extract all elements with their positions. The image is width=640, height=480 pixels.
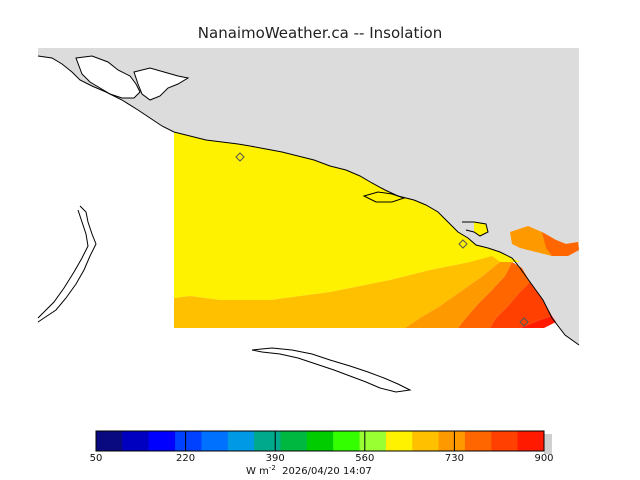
colorbar-bin-150-200 (148, 431, 176, 451)
band-650-700 (174, 256, 500, 328)
station-marker-3 (519, 317, 529, 327)
field-bands (174, 132, 579, 328)
colorbar-bin-700-750 (438, 431, 466, 451)
colorbar-bins (96, 431, 552, 454)
colorbar-tick-label: 730 (444, 453, 464, 464)
colorbar-bin-200-250 (175, 431, 202, 451)
colorbar-bin-500-550 (333, 431, 361, 451)
colorbar-tick-label: 900 (534, 453, 554, 464)
colorbar-tick-label: 560 (355, 453, 375, 464)
inner-coast-1 (362, 191, 406, 203)
north-inlet-2 (133, 67, 190, 101)
colorbar-bin-400-450 (280, 431, 308, 451)
units-exponent: -2 (268, 464, 276, 472)
colorbar-bin-750-800 (464, 431, 492, 451)
mainland-land (38, 48, 579, 345)
colorbar-bin-600-650 (385, 431, 413, 451)
station-marker-1 (235, 152, 245, 162)
band-east-arm-3 (474, 222, 488, 236)
main-coastline (37, 55, 580, 346)
colorbar-bin-250-300 (201, 431, 229, 451)
colorbar-bin-850-900 (517, 431, 545, 451)
colorbar-bin-800-850 (491, 431, 519, 451)
units-label: W m (246, 466, 269, 477)
colorbar-bin-650-700 (412, 431, 440, 451)
colorbar-units: W m-2 2026/04/20 14:07 (246, 464, 372, 477)
ocean-west-coast-2 (37, 209, 89, 319)
band-700-750 (405, 262, 512, 328)
colorbar-tick-label: 220 (176, 453, 196, 464)
colorbar-bin-100-150 (122, 431, 150, 451)
island-south (251, 347, 412, 393)
colorbar-tick-label: 390 (265, 453, 285, 464)
colorbar-bin-350-400 (254, 431, 281, 451)
colorbar-shadow (544, 434, 552, 454)
colorbar-bin-450-500 (306, 431, 334, 451)
band-800-850 (490, 282, 552, 328)
colorbar-bin-550-600 (359, 431, 387, 451)
north-inlet (75, 55, 141, 99)
colorbar-tick-label: 50 (89, 453, 103, 464)
inner-coast-2 (462, 221, 489, 237)
timestamp: 2026/04/20 14:07 (282, 466, 372, 477)
band-600-650 (174, 132, 520, 300)
ocean-west-coast (37, 205, 97, 323)
station-marker-2 (458, 239, 468, 249)
coastlines (37, 55, 580, 393)
colorbar-bin-50-100 (96, 431, 123, 451)
band-east-arm-2 (542, 232, 579, 256)
band-850-900 (520, 316, 556, 328)
band-750-800 (458, 262, 530, 328)
chart-title: NanaimoWeather.ca -- Insolation (197, 24, 443, 42)
colorbar-bin-300-350 (227, 431, 255, 451)
colorbar-ticks (95, 431, 545, 451)
station-markers (235, 152, 529, 327)
